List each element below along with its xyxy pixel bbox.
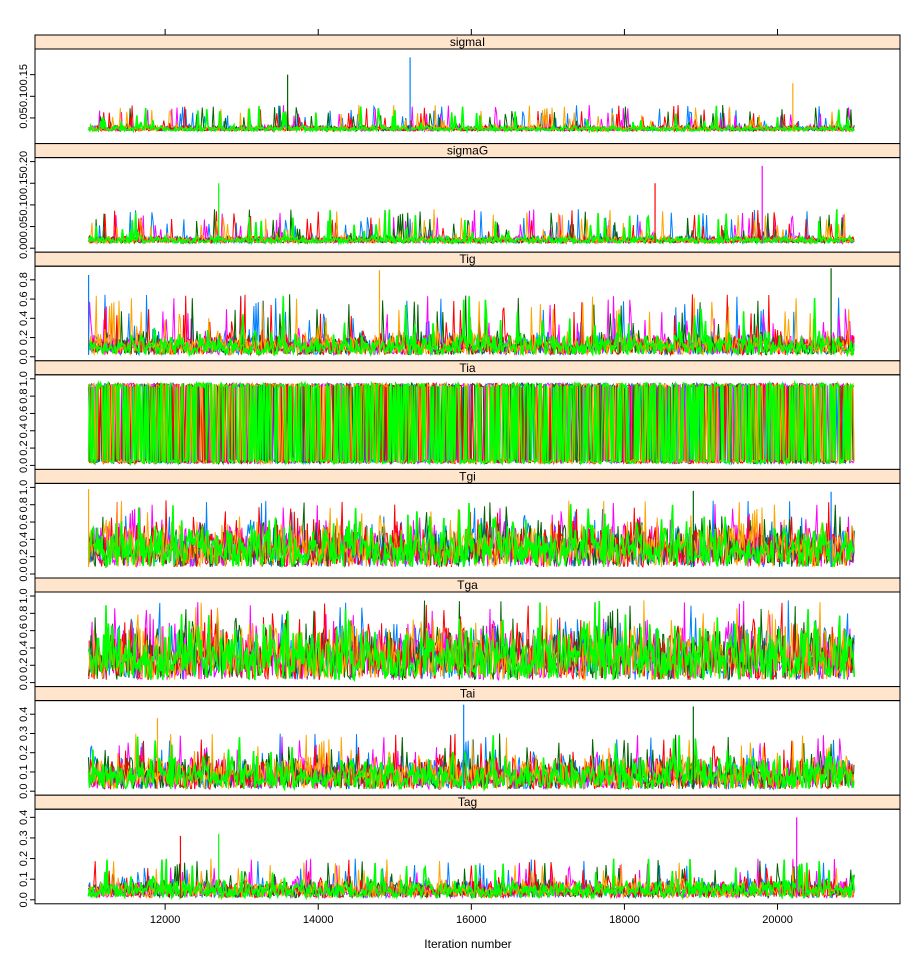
y-tick-label: 0.4 [18, 707, 30, 722]
panels: sigmaI0.050.100.15sigmaG0.000.050.100.15… [18, 34, 901, 907]
y-tick-label: 0.00 [18, 237, 30, 258]
y-tick-label: 0.6 [18, 514, 30, 529]
y-tick-label: 0.0 [18, 349, 30, 364]
y-tick-label: 0.2 [18, 658, 30, 673]
trace-series-6 [87, 105, 855, 134]
y-tick-label: 0.20 [18, 151, 30, 172]
trace-series-6 [87, 209, 855, 246]
y-tick-label: 0.8 [18, 272, 30, 287]
strip-label: Tai [460, 687, 475, 701]
y-tick-label: 0.4 [18, 423, 30, 438]
panel-Tai: Tai 0.0 0.1 0.2 0.3 0.4 [18, 686, 901, 799]
panel-Tig: Tig 0.0 0.2 0.4 0.6 0.8 [18, 251, 901, 364]
y-tick-label: 0.0 [18, 458, 30, 473]
y-tick-label: 0.8 [18, 388, 30, 403]
y-tick-label: 0.2 [18, 745, 30, 760]
x-tick-label: 20000 [762, 914, 793, 926]
strip-label: Tga [457, 578, 478, 592]
x-axis-title: Iteration number [424, 937, 511, 951]
y-tick-label: 0.2 [18, 549, 30, 564]
x-tick-label: 18000 [609, 914, 640, 926]
traces [87, 268, 855, 358]
traces [87, 165, 855, 246]
y-tick-label: 1.0 [18, 371, 30, 386]
y-tick-label: 0.2 [18, 440, 30, 455]
y-tick-label: 0.15 [18, 173, 30, 194]
y-tick-label: 0.6 [18, 406, 30, 421]
top-x-axis [164, 29, 779, 35]
panel-Tia: Tia 0.0 0.2 0.4 0.6 0.8 1.0 [18, 360, 901, 473]
y-tick-label: 0.2 [18, 851, 30, 866]
trace-series-6 [87, 296, 855, 358]
panel-sigmaG: sigmaG 0.000.050.100.150.20 [18, 143, 901, 259]
y-tick-label: 0.0 [18, 675, 30, 690]
y-tick-label: 0.0 [18, 566, 30, 581]
traces [87, 704, 855, 792]
strip-label: Tag [458, 795, 477, 809]
y-tick-label: 0.0 [18, 784, 30, 799]
traces [87, 380, 855, 467]
trace-series-6 [87, 600, 856, 682]
y-tick-label: 0.4 [18, 311, 30, 326]
traces [87, 600, 856, 682]
y-tick-label: 0.10 [18, 194, 30, 215]
y-tick-label: 0.05 [18, 216, 30, 237]
trace-series-6 [88, 502, 855, 569]
trace-series-5 [87, 295, 855, 357]
trace-series-6 [87, 735, 855, 792]
y-tick-label: 0.10 [18, 86, 30, 107]
panel-Tga: Tga 0.0 0.2 0.4 0.6 0.8 1.0 [18, 577, 901, 690]
panel-sigmaI: sigmaI 0.050.100.15 [18, 34, 901, 145]
panel-border [34, 808, 901, 905]
x-tick-label: 12000 [150, 914, 181, 926]
strip-label: Tgi [459, 469, 476, 483]
y-tick-label: 0.15 [18, 64, 30, 85]
y-tick-label: 0.4 [18, 532, 30, 547]
y-tick-label: 0.4 [18, 640, 30, 655]
strip-label: sigmaG [447, 144, 488, 158]
trace-series-6 [87, 858, 855, 901]
x-tick-label: 16000 [456, 914, 487, 926]
y-tick-label: 0.4 [18, 810, 30, 825]
y-tick-label: 0.6 [18, 623, 30, 638]
y-tick-label: 0.3 [18, 726, 30, 741]
x-tick-label: 14000 [303, 914, 334, 926]
y-tick-label: 0.3 [18, 830, 30, 845]
y-tick-label: 1.0 [18, 588, 30, 603]
strip-label: sigmaI [450, 35, 485, 49]
y-tick-label: 0.2 [18, 330, 30, 345]
traces [87, 57, 855, 134]
panel-Tgi: Tgi 0.0 0.2 0.4 0.6 0.8 1.0 [18, 468, 901, 582]
y-tick-label: 1.0 [18, 480, 30, 495]
y-tick-label: 0.1 [18, 764, 30, 779]
y-tick-label: 0.1 [18, 872, 30, 887]
y-tick-label: 0.8 [18, 606, 30, 621]
strip-label: Tia [459, 361, 476, 375]
trace-series-2 [88, 600, 855, 682]
y-tick-label: 0.05 [18, 107, 30, 128]
strip-label: Tig [459, 252, 475, 266]
traces [87, 817, 855, 901]
traces [87, 489, 855, 569]
bottom-x-axis: 12000 14000 16000 18000 20000 [150, 903, 793, 926]
y-tick-label: 0.8 [18, 497, 30, 512]
panel-Tag: Tag 0.0 0.1 0.2 0.3 0.4 [18, 794, 901, 907]
trace-series-6 [87, 380, 855, 467]
y-tick-label: 0.6 [18, 291, 30, 306]
y-tick-label: 0.0 [18, 892, 30, 907]
